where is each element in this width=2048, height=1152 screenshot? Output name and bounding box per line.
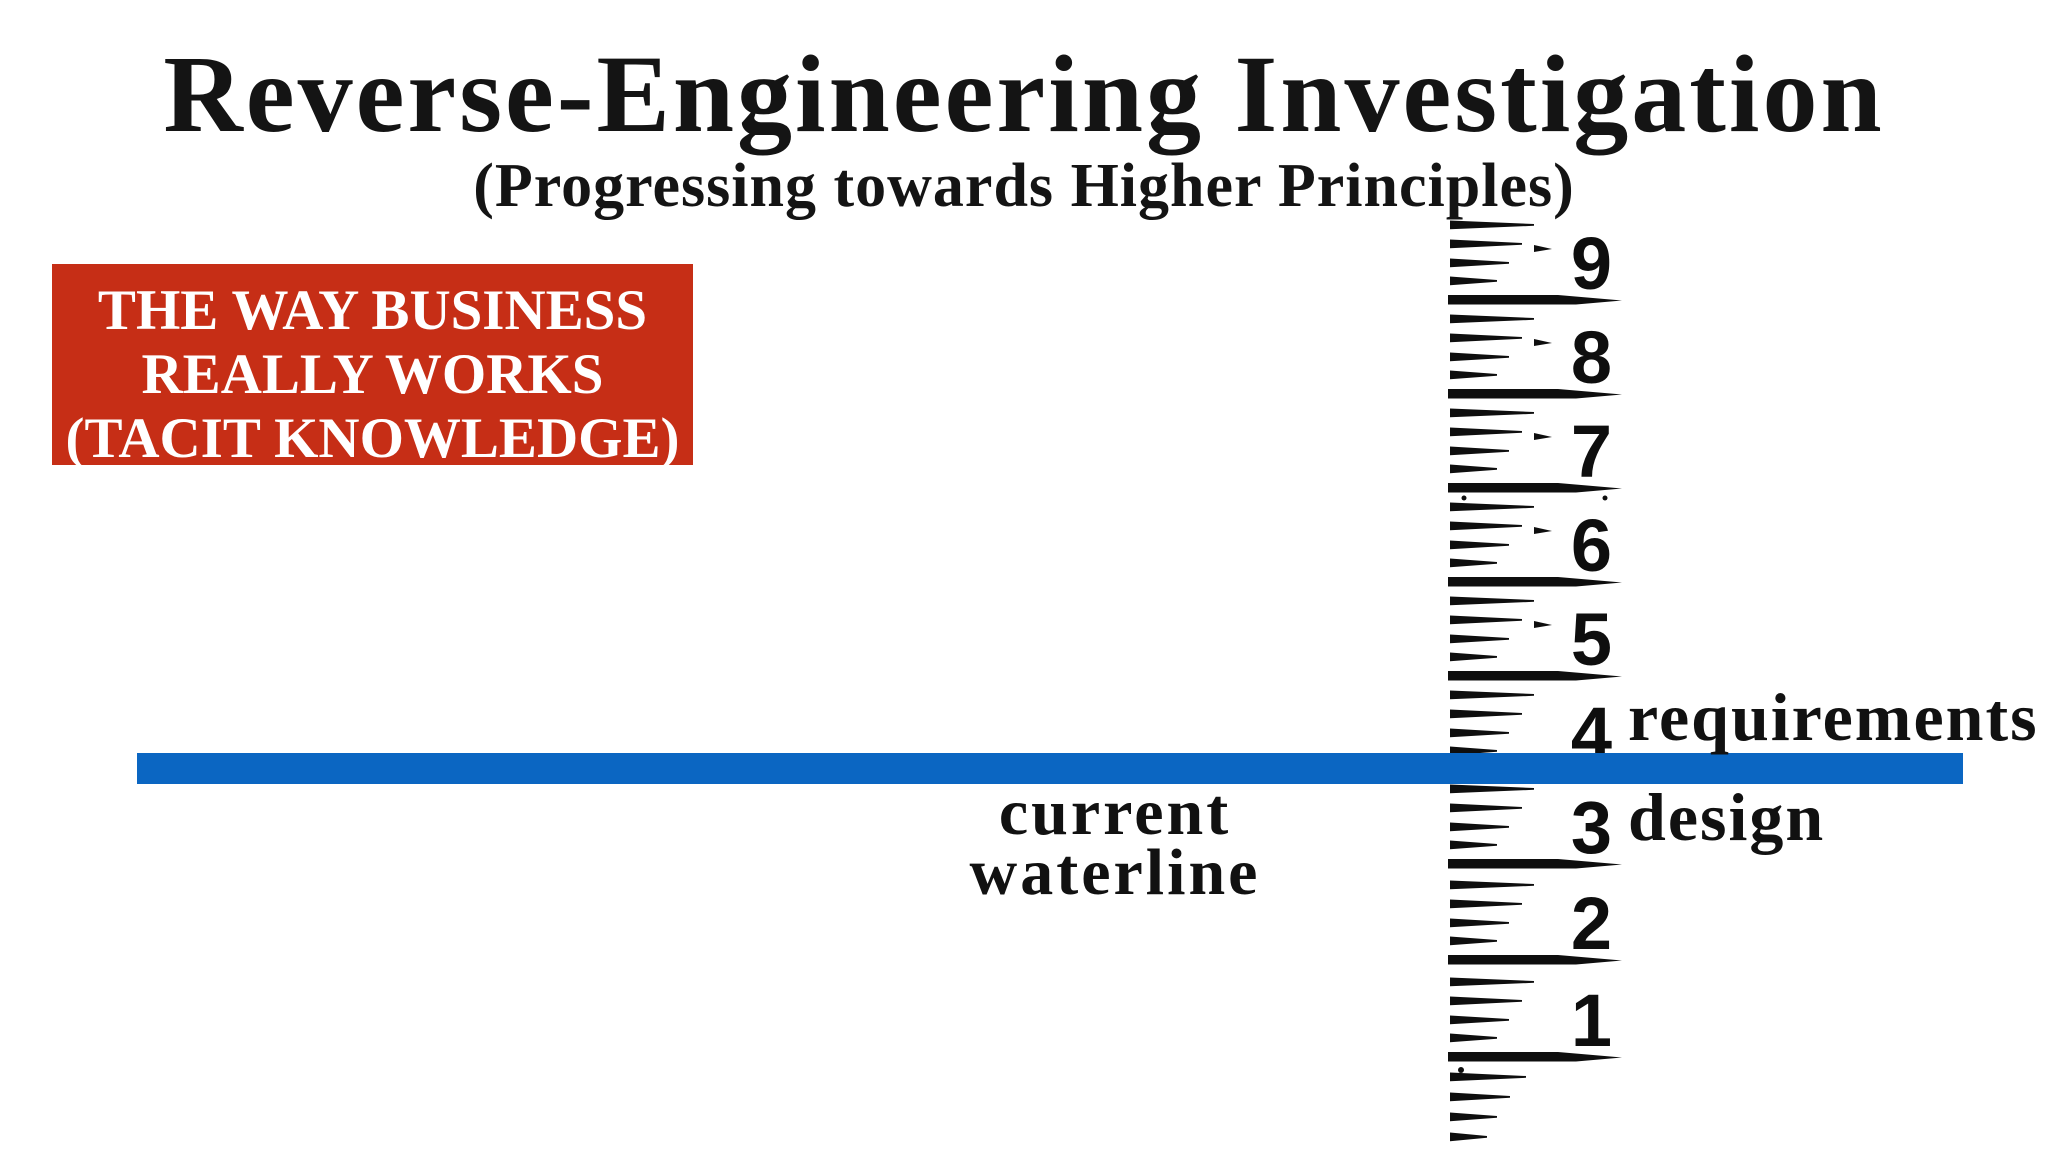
waterline-bar: [137, 753, 1963, 784]
ruler-label-design: design: [1628, 779, 1826, 855]
callout-line-3: (TACIT KNOWLEDGE): [65, 407, 680, 470]
svg-text:5: 5: [1571, 598, 1612, 681]
slide-subtitle: (Progressing towards Higher Principles): [473, 152, 1575, 220]
svg-text:9: 9: [1571, 222, 1612, 305]
tacit-knowledge-callout: THE WAY BUSINESS REALLY WORKS (TACIT KNO…: [52, 264, 693, 470]
waterline-label: current waterline: [955, 776, 1275, 909]
waterline-label-line-2: waterline: [969, 836, 1261, 909]
svg-text:3: 3: [1571, 786, 1612, 869]
waterline-label-line-1: current: [998, 776, 1232, 849]
svg-text:7: 7: [1571, 410, 1612, 493]
svg-text:8: 8: [1571, 316, 1612, 399]
svg-text:2: 2: [1571, 882, 1612, 965]
ruler-label-requirements: requirements: [1628, 679, 2039, 755]
svg-text:6: 6: [1571, 504, 1612, 587]
slide-title: Reverse-Engineering Investigation: [163, 33, 1885, 155]
callout-line-1: THE WAY BUSINESS: [97, 279, 648, 342]
callout-line-2: REALLY WORKS: [141, 343, 604, 406]
svg-text:1: 1: [1571, 979, 1612, 1062]
